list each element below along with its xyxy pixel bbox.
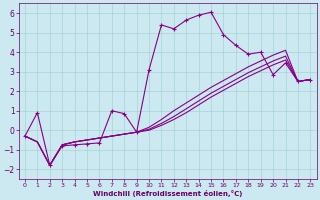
X-axis label: Windchill (Refroidissement éolien,°C): Windchill (Refroidissement éolien,°C): [93, 190, 242, 197]
